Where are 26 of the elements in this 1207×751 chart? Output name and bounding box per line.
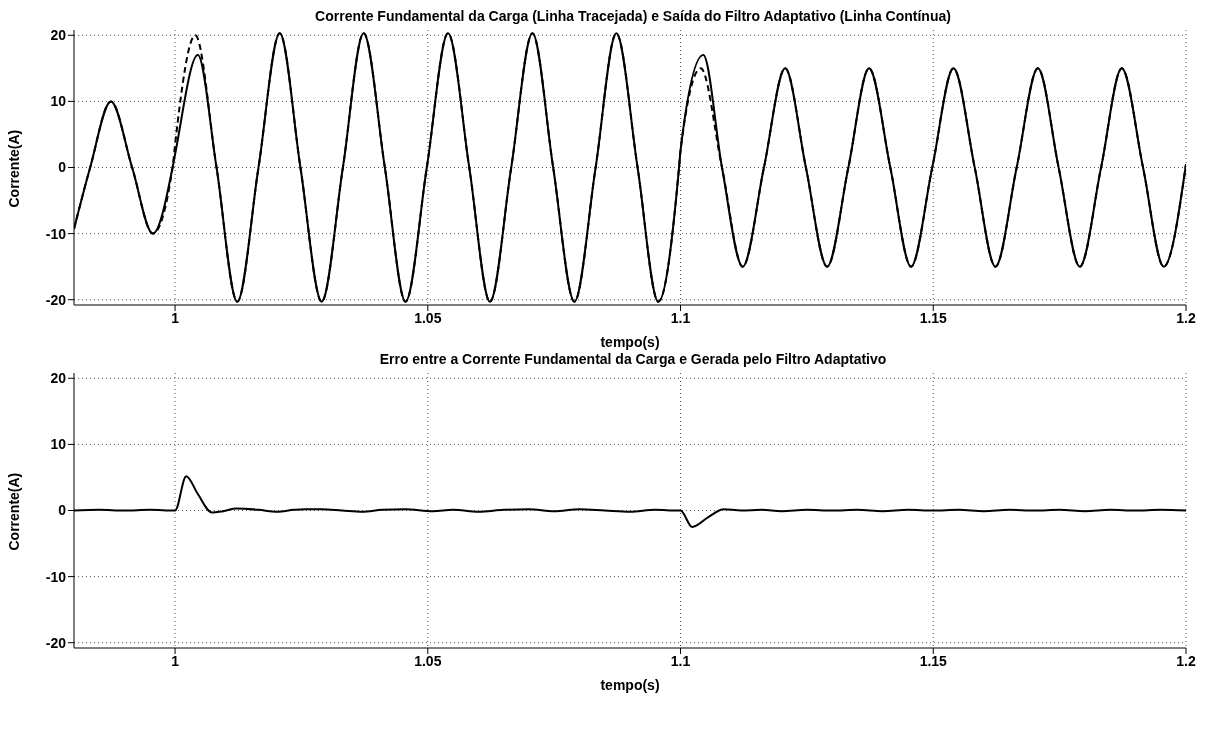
y-tick-label: 10 [50,93,67,110]
x-axis-title: tempo(s) [600,334,660,350]
y-tick-label: -20 [45,634,67,651]
y-tick-label: -10 [45,225,67,242]
x-tick-label: 1.15 [919,652,948,669]
y-tick-label: 20 [50,27,67,44]
y-tick-label: 20 [50,370,67,387]
y-tick-label: -20 [45,291,67,308]
x-tick-label: 1.1 [670,652,691,669]
x-tick-label: 1.05 [414,309,442,326]
x-tick-label: 1.05 [414,652,442,669]
x-tick-label: 1 [171,652,180,669]
y-tick-label: 0 [58,502,67,519]
y-axis-title: Corrente(A) [5,472,22,551]
x-tick-label: 1.1 [670,309,691,326]
y-tick-label: 0 [58,159,67,176]
x-tick-label: 1.2 [1176,652,1196,669]
x-tick-label: 1 [171,309,180,326]
chart-title: Corrente Fundamental da Carga (Linha Tracejada) e Saída do Filtro Adaptativo (Linha Contínua) [314,8,952,26]
chart-title: Erro entre a Corrente Fundamental da Carga e Gerada pelo Filtro Adaptativo [378,351,888,369]
y-axis-title: Corrente(A) [5,129,22,208]
y-tick-label: -10 [45,568,67,585]
x-axis-title: tempo(s) [600,677,660,693]
x-tick-label: 1.15 [919,309,948,326]
x-tick-label: 1.2 [1176,309,1196,326]
y-tick-label: 10 [50,436,67,453]
